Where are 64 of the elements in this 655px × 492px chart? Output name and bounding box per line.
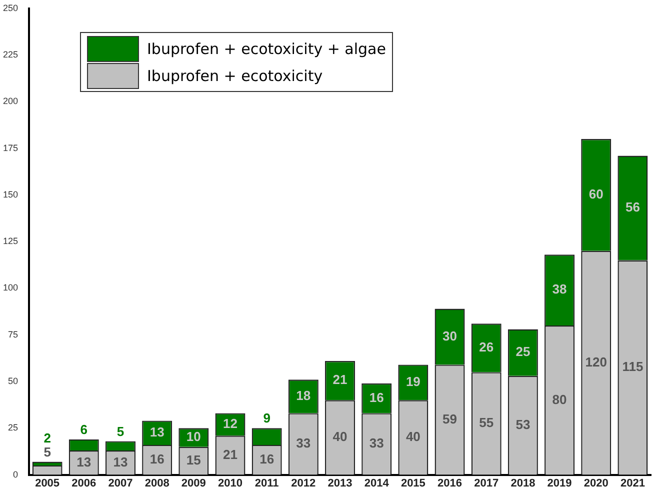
data-label: 38: [552, 282, 567, 297]
y-tick-label: 125: [2, 236, 18, 246]
data-label: 21: [332, 372, 348, 388]
y-tick-label: 175: [2, 142, 18, 153]
data-label: 21: [223, 446, 238, 462]
x-tick-label: 2020: [584, 477, 608, 490]
data-label: 59: [442, 411, 458, 426]
y-tick-label: 75: [8, 329, 18, 340]
x-tick-label: 2007: [108, 477, 133, 490]
x-tick-label: 2019: [547, 477, 572, 490]
x-tick-label: 2005: [35, 477, 60, 490]
x-tick-label: 2015: [400, 477, 426, 490]
data-label: 120: [585, 354, 607, 370]
data-label: 40: [406, 429, 420, 444]
data-label: 33: [369, 436, 384, 451]
data-label: 33: [296, 436, 311, 451]
data-label: 25: [516, 344, 530, 360]
x-tick-label: 2012: [291, 477, 316, 490]
y-tick-label: 150: [2, 189, 18, 200]
x-tick-label: 2008: [144, 477, 170, 490]
x-tick-label: 2010: [218, 477, 242, 490]
x-tick-label: 2011: [254, 477, 279, 490]
x-tick-label: 2017: [474, 477, 499, 490]
data-label: 5: [44, 444, 51, 460]
data-label: 18: [296, 388, 311, 404]
data-label: 56: [625, 200, 640, 215]
data-label: 55: [479, 415, 494, 430]
y-tick-label: 200: [2, 96, 18, 106]
x-tick-label: 2021: [620, 477, 645, 490]
data-label: 40: [332, 429, 348, 444]
y-tick-label: 250: [2, 2, 18, 13]
legend-label: Ibuprofen + ecotoxicity: [146, 66, 324, 86]
x-tick-label: 2009: [181, 477, 206, 490]
data-label: 9: [263, 410, 270, 426]
x-tick-label: 2006: [72, 477, 96, 490]
data-label: 80: [552, 392, 567, 407]
y-tick-label: 225: [2, 50, 18, 60]
data-label: 15: [186, 452, 201, 468]
x-tick-label: 2014: [364, 477, 390, 490]
data-label: 12: [223, 416, 238, 432]
x-tick-label: 2013: [328, 477, 352, 490]
data-label: 16: [369, 390, 384, 405]
y-tick-label: 25: [8, 422, 18, 433]
x-tick-label: 2018: [510, 477, 536, 490]
data-label: 10: [186, 429, 201, 444]
data-label: 30: [442, 328, 458, 344]
data-label: 115: [622, 359, 644, 374]
y-tick-label: 50: [8, 376, 18, 386]
data-label: 16: [260, 451, 274, 466]
data-label: 2: [44, 430, 51, 446]
data-label: 13: [76, 454, 92, 470]
y-tick-label: 0: [13, 469, 18, 480]
legend-label: Ibuprofen + ecotoxicity + algae: [146, 38, 386, 60]
y-tick-label: 100: [2, 282, 18, 293]
data-label: 19: [406, 374, 420, 390]
data-label: 53: [516, 416, 530, 432]
data-label: 16: [150, 451, 164, 466]
data-label: 13: [150, 424, 164, 440]
x-tick-label: 2016: [438, 477, 462, 490]
data-label: 60: [588, 186, 604, 202]
data-label: 26: [479, 340, 494, 355]
data-label: 5: [116, 424, 124, 439]
data-label: 6: [80, 422, 88, 437]
data-label: 13: [113, 454, 128, 470]
